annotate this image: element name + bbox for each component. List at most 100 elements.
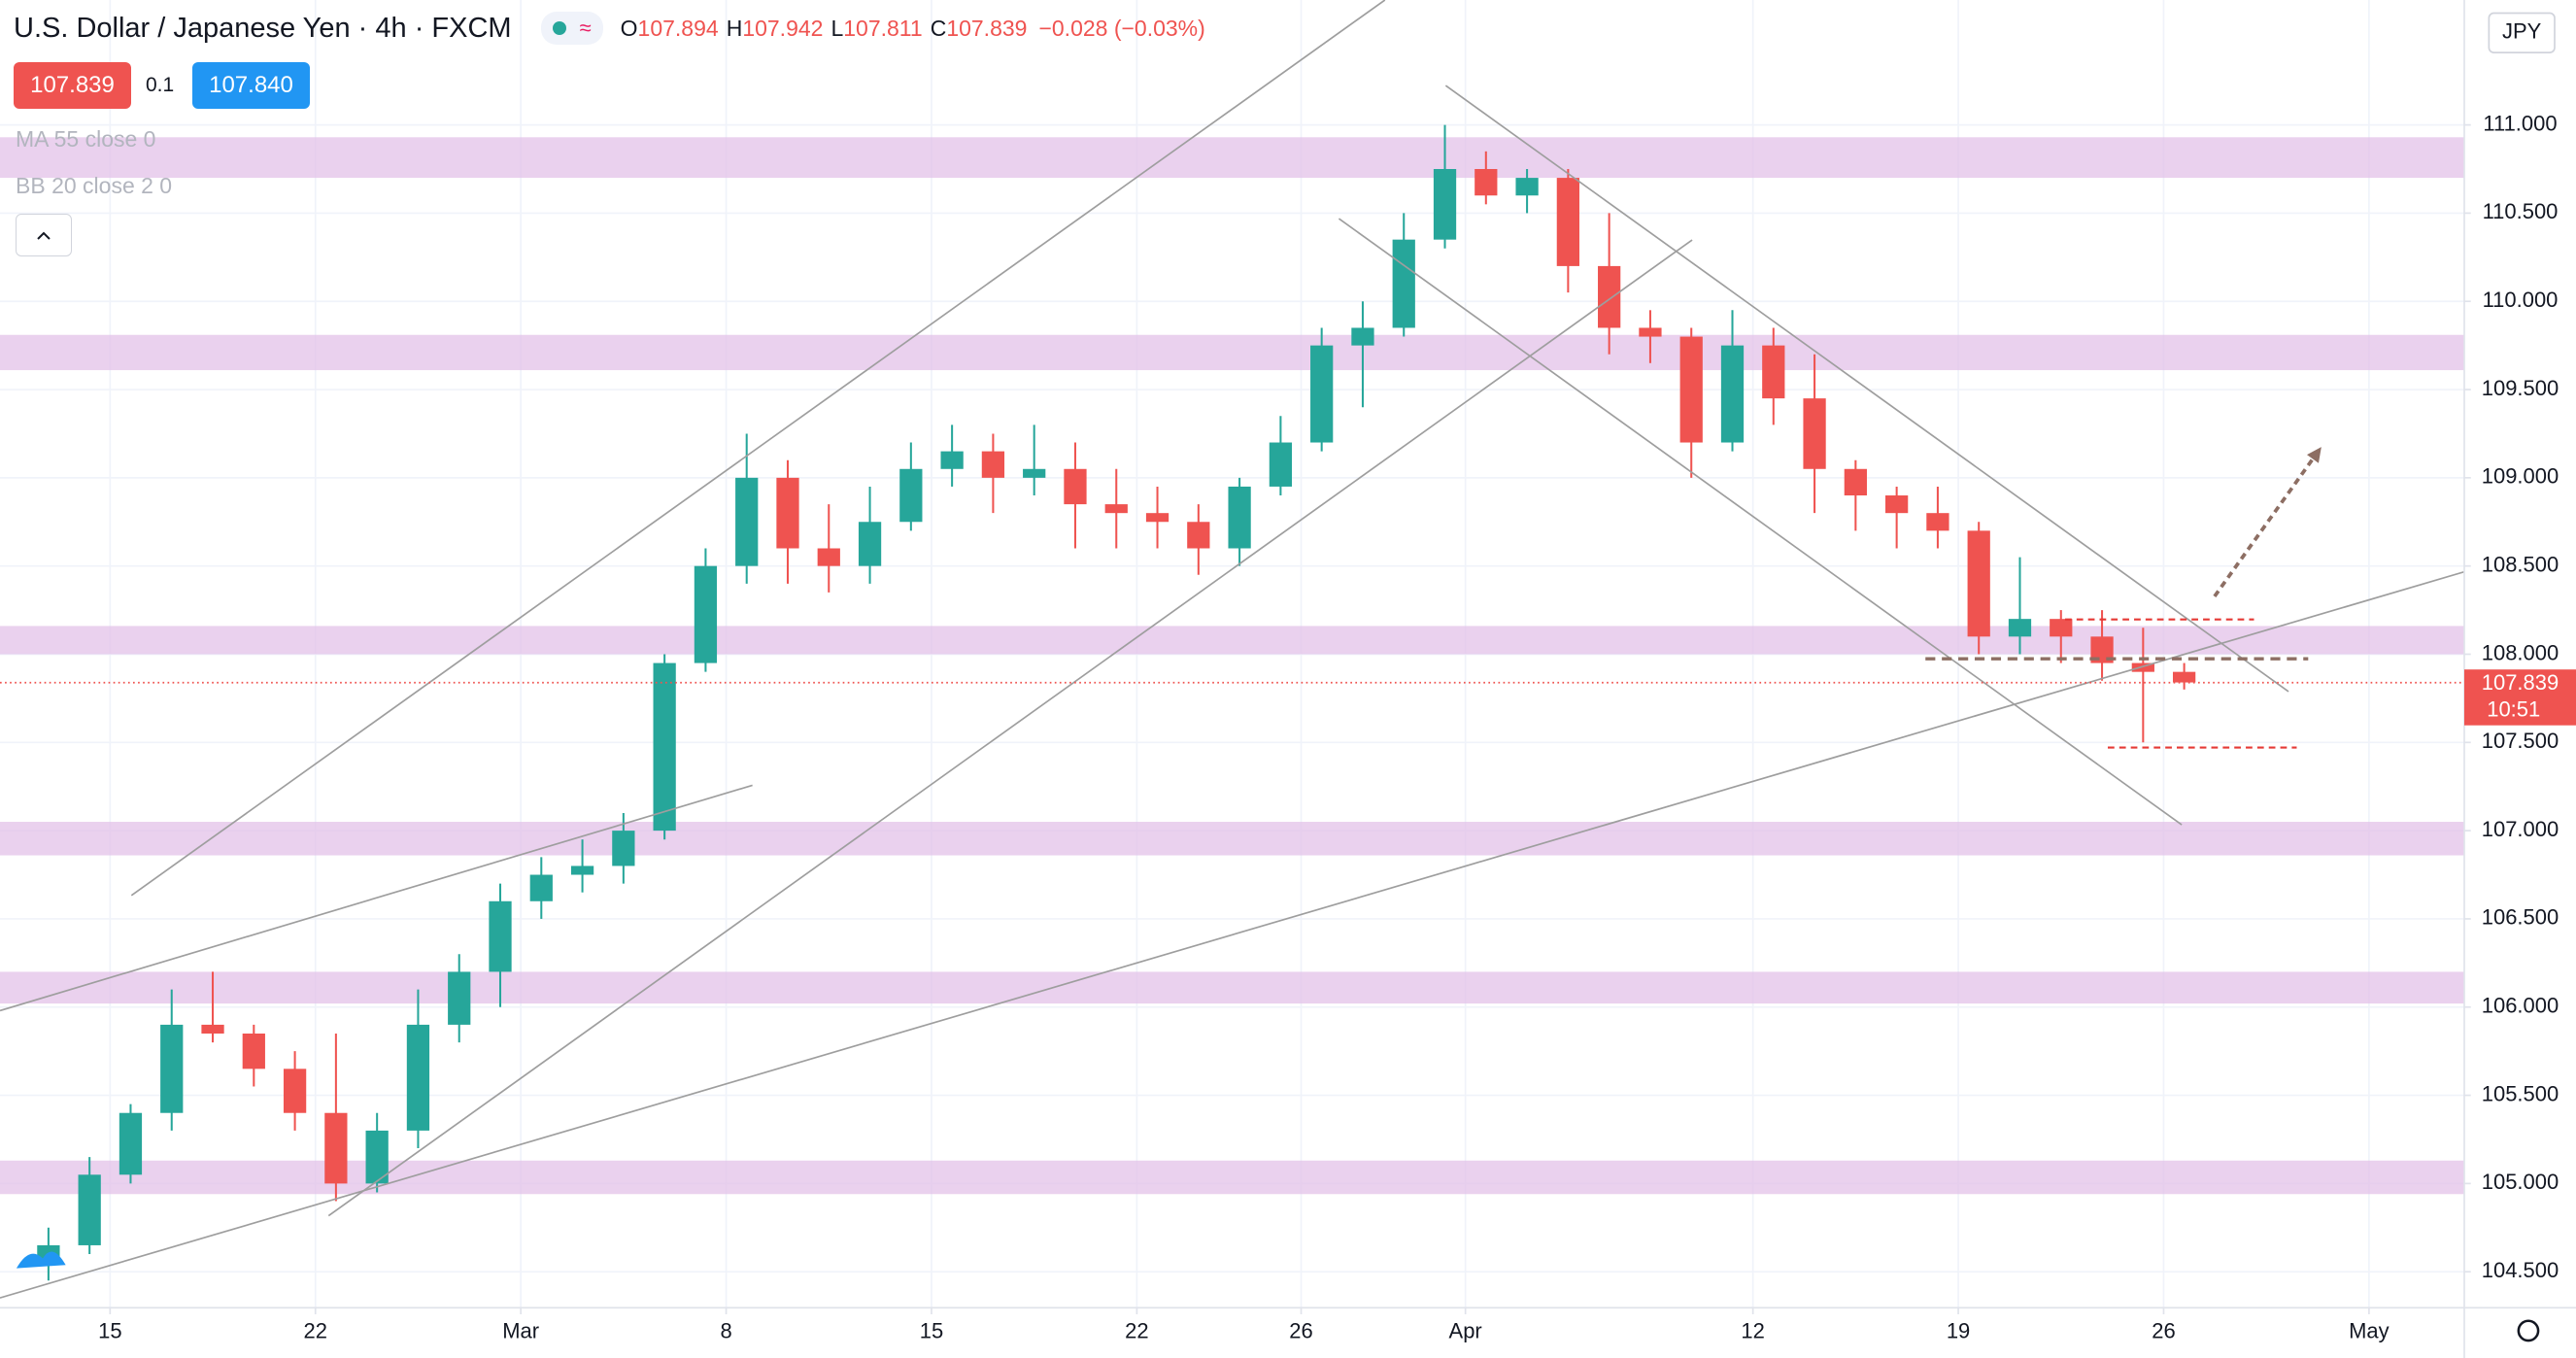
y-tick-label: 105.500 bbox=[2482, 1081, 2559, 1105]
y-tick-label: 108.500 bbox=[2482, 552, 2559, 576]
spread: 0.1 bbox=[146, 74, 175, 96]
ohlc-label: H bbox=[726, 15, 743, 41]
candle-body bbox=[817, 548, 840, 566]
x-tick-label: 22 bbox=[304, 1318, 327, 1342]
candle-body bbox=[242, 1033, 265, 1069]
candle-body bbox=[1803, 398, 1826, 469]
candle-body bbox=[489, 900, 512, 972]
change: −0.028 (−0.03%) bbox=[1038, 15, 1205, 41]
candle-body bbox=[529, 874, 553, 901]
currency-box[interactable] bbox=[2488, 12, 2556, 53]
candle-body bbox=[1844, 468, 1867, 496]
x-tick-label: May bbox=[2349, 1318, 2390, 1342]
x-tick-label: 22 bbox=[1125, 1318, 1148, 1342]
trend-line bbox=[1338, 218, 2183, 826]
candle-body bbox=[858, 522, 882, 566]
zone bbox=[0, 334, 2464, 371]
zone bbox=[0, 137, 2464, 179]
y-tick-label: 111.000 bbox=[2483, 111, 2557, 135]
candle-body bbox=[1187, 522, 1210, 549]
candle-body bbox=[1598, 265, 1621, 328]
candle-body bbox=[1351, 327, 1374, 346]
x-tick-label: 12 bbox=[1741, 1318, 1764, 1342]
collapse-button[interactable] bbox=[16, 214, 72, 256]
symbol-title: U.S. Dollar / Japanese Yen · 4h · FXCM bbox=[14, 12, 512, 44]
candle-body bbox=[2008, 619, 2032, 637]
buy-button[interactable]: 107.840 bbox=[192, 62, 310, 109]
y-tick-label: 110.000 bbox=[2483, 288, 2559, 312]
legend-row: U.S. Dollar / Japanese Yen · 4h · FXCM ≈… bbox=[14, 12, 1205, 45]
candle-body bbox=[1310, 345, 1334, 443]
status-icons[interactable]: ≈ bbox=[540, 12, 603, 45]
trend-line bbox=[130, 0, 1386, 897]
trend-line bbox=[0, 784, 753, 1012]
x-tick-label: Apr bbox=[1449, 1318, 1482, 1342]
last-price-label: 107.839 bbox=[2482, 670, 2559, 695]
candle-body bbox=[1145, 513, 1169, 523]
candle-body bbox=[283, 1069, 307, 1113]
candle-body bbox=[612, 831, 635, 866]
logo[interactable] bbox=[16, 1251, 66, 1269]
candle-body bbox=[1104, 504, 1128, 514]
x-tick-label: 19 bbox=[1947, 1318, 1970, 1342]
candle-body bbox=[570, 866, 594, 875]
ohlc-label: L bbox=[830, 15, 844, 41]
candle-body bbox=[1639, 327, 1662, 337]
x-tick-label: 15 bbox=[98, 1318, 121, 1342]
candle-body bbox=[940, 451, 964, 469]
zone bbox=[0, 971, 2464, 1004]
trend-line bbox=[1444, 85, 2289, 693]
candle-body bbox=[365, 1130, 389, 1184]
candle-body bbox=[1474, 169, 1498, 196]
x-tick-label: 8 bbox=[720, 1318, 731, 1342]
zones bbox=[0, 137, 2464, 1195]
y-tick-label: 110.500 bbox=[2483, 199, 2559, 223]
x-tick-label: 26 bbox=[1289, 1318, 1312, 1342]
y-tick-label: 107.500 bbox=[2482, 729, 2559, 753]
candle-body bbox=[324, 1112, 348, 1184]
candle-body bbox=[201, 1024, 224, 1034]
collapse-icon bbox=[37, 231, 51, 240]
y-tick-label: 108.000 bbox=[2482, 640, 2559, 664]
candle-body bbox=[653, 662, 676, 832]
candle-body bbox=[119, 1112, 143, 1175]
ohlc: O107.894 H107.942 L107.811 C107.839 bbox=[613, 16, 1028, 42]
candle-body bbox=[1720, 345, 1745, 443]
candles bbox=[37, 124, 2196, 1281]
y-tick-label: 105.000 bbox=[2482, 1170, 2559, 1194]
ohlc-label: C bbox=[930, 15, 947, 41]
status-dot bbox=[552, 21, 566, 35]
candle-body bbox=[2172, 671, 2196, 683]
candle-body bbox=[1269, 442, 1293, 487]
indicator[interactable]: BB 20 close 2 0 bbox=[16, 173, 173, 198]
candle-body bbox=[694, 565, 718, 663]
candle-body bbox=[406, 1024, 430, 1131]
y-tick-label: 107.000 bbox=[2482, 817, 2559, 841]
trend-line bbox=[327, 239, 1693, 1217]
trend-line bbox=[0, 570, 2464, 1299]
y-tick-label: 106.500 bbox=[2482, 905, 2559, 930]
candle-body bbox=[2050, 619, 2073, 637]
drawings bbox=[0, 0, 2464, 1299]
arrow-head bbox=[2307, 447, 2322, 463]
currency: JPY bbox=[2502, 19, 2542, 44]
candle-body bbox=[1885, 495, 1909, 514]
status-wave: ≈ bbox=[579, 16, 592, 40]
last-price-box bbox=[2463, 669, 2576, 726]
y-tick-label: 104.500 bbox=[2482, 1258, 2559, 1282]
ohlc-value: 107.942 bbox=[742, 15, 824, 41]
candle-body bbox=[2090, 636, 2114, 663]
candle-body bbox=[981, 451, 1005, 478]
indicator[interactable]: MA 55 close 0 bbox=[16, 126, 156, 152]
candle-body bbox=[1679, 336, 1703, 443]
sell-button[interactable]: 107.839 bbox=[14, 62, 131, 109]
ohlc-value: 107.894 bbox=[637, 15, 719, 41]
zone bbox=[0, 822, 2464, 856]
settings-icon[interactable] bbox=[2517, 1319, 2540, 1342]
candle-body bbox=[2131, 662, 2154, 672]
y-tick-label: 106.000 bbox=[2482, 994, 2559, 1018]
x-tick-label: Mar bbox=[502, 1318, 539, 1342]
